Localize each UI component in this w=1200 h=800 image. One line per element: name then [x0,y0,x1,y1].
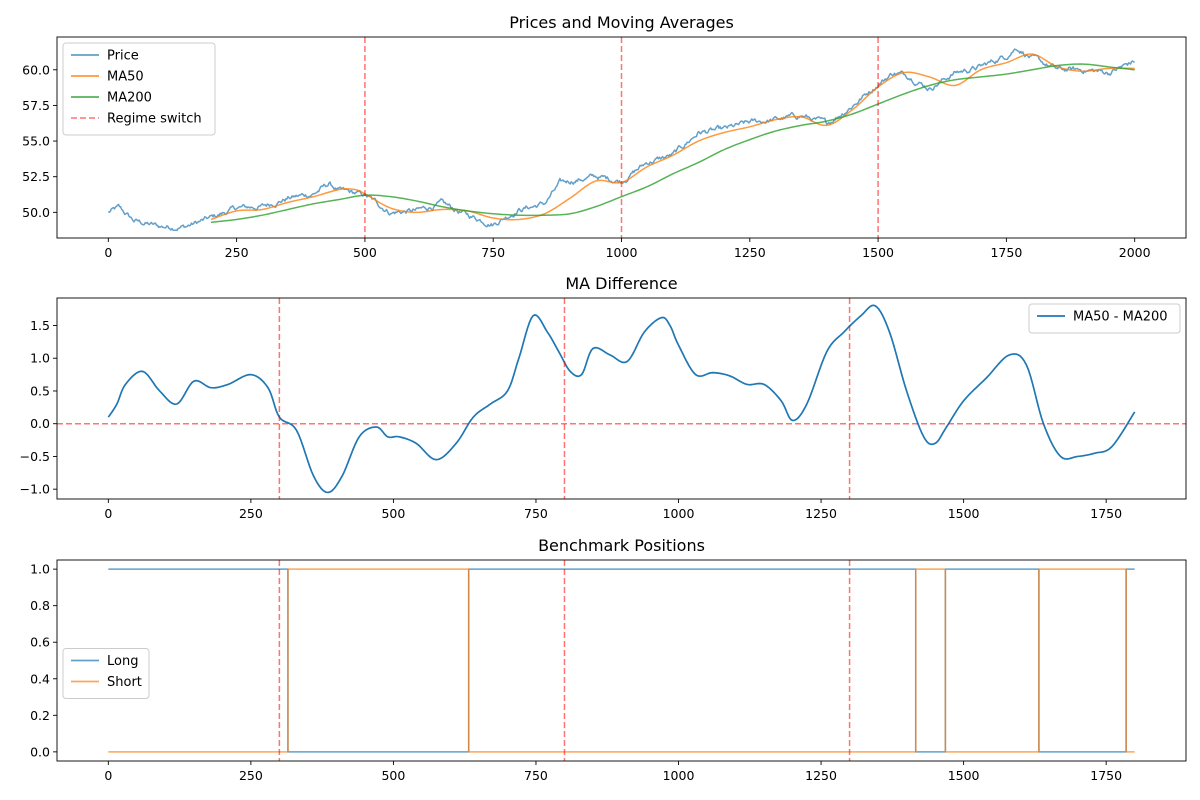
legend-label: MA200 [107,91,152,106]
y-tick-label: −1.0 [20,482,50,497]
x-tick-label: 1750 [1090,768,1122,783]
axes-frame [56,559,1187,762]
y-tick-label: 0.6 [30,635,50,650]
y-tick-label: 52.5 [22,169,50,184]
x-tick-label: 250 [239,506,263,521]
axes-frame [56,297,1187,500]
legend: MA50 - MA200 [1028,303,1181,334]
x-tick-label: 750 [481,245,505,260]
chart-title: MA Difference [565,274,677,293]
y-tick-label: 55.0 [22,134,50,149]
y-tick-label: 1.0 [30,351,50,366]
x-tick-label: 1000 [663,768,695,783]
y-tick-label: 0.2 [30,708,50,723]
ma-difference-chart: MA Difference 0 250 500 750 1000 1250 1500 1750 −… [20,274,1187,521]
series-line-ma50-ma200 [107,304,1136,494]
legend-box [1028,303,1181,334]
y-tick-label: 0.8 [30,598,50,613]
series-line-ma50 [210,53,1135,221]
y-tick-label: 1.0 [30,562,50,577]
legend-label: Price [107,49,139,64]
legend-label: Long [107,654,138,669]
x-tick-label: 1250 [805,768,837,783]
chart-title: Prices and Moving Averages [509,13,734,32]
x-tick-label: 1750 [1090,506,1122,521]
legend-box [62,42,216,136]
y-tick-label: 0.4 [30,671,50,686]
x-tick-label: 0 [104,506,112,521]
legend-label: Regime switch [107,112,202,127]
x-tick-label: 500 [381,768,405,783]
legend-label: MA50 [107,70,144,85]
legend-label: Short [107,675,142,690]
x-tick-label: 1500 [948,506,980,521]
x-tick-label: 1000 [606,245,638,260]
x-tick-label: 0 [104,245,112,260]
x-tick-label: 1250 [734,245,766,260]
positions-chart: Benchmark Positions 0 250 500 750 1000 1250 150… [30,536,1187,783]
legend: Long Short [62,648,150,699]
x-tick-label: 250 [225,245,249,260]
y-tick-label: 0.5 [30,383,50,398]
x-tick-label: 750 [524,768,548,783]
plot-area [107,304,1136,494]
y-tick-label: 0.0 [30,744,50,759]
x-tick-label: 1000 [663,506,695,521]
series-line-long [108,568,1135,753]
y-tick-label: 1.5 [30,318,50,333]
x-tick-label: 500 [353,245,377,260]
x-tick-label: 1500 [948,768,980,783]
x-tick-label: 250 [239,768,263,783]
y-tick-label: 60.0 [22,62,50,77]
legend-label: MA50 - MA200 [1073,310,1168,325]
x-tick-label: 0 [104,768,112,783]
y-tick-label: 50.0 [22,205,50,220]
y-tick-label: −0.5 [20,449,50,464]
y-tick-label: 57.5 [22,98,50,113]
chart-title: Benchmark Positions [538,536,705,555]
series-line-short [108,568,1135,753]
plot-area [108,568,1135,753]
price-chart: Prices and Moving Averages 0 250 500 750 1000… [22,13,1187,260]
y-tick-label: 0.0 [30,416,50,431]
series-line-ma200 [210,63,1135,224]
x-tick-label: 1750 [990,245,1022,260]
x-tick-label: 1250 [805,506,837,521]
x-tick-label: 1500 [862,245,894,260]
x-tick-label: 2000 [1119,245,1151,260]
x-tick-label: 500 [381,506,405,521]
legend: Price MA50 MA200 Regime switch [62,42,216,136]
x-tick-label: 750 [524,506,548,521]
